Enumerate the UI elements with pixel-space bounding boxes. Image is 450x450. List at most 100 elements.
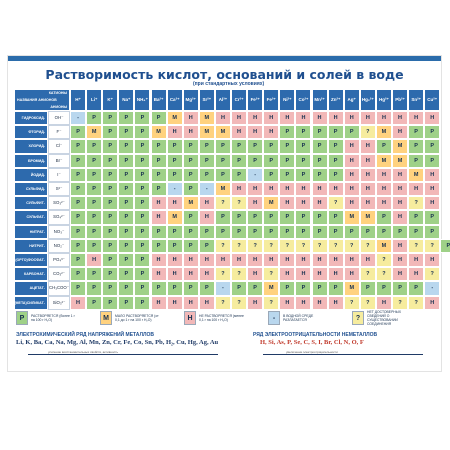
solubility-cell: Р: [102, 295, 119, 310]
solubility-cell: Н: [359, 153, 376, 168]
solubility-cell: Н: [311, 196, 328, 211]
solubility-cell: Р: [424, 139, 441, 154]
solubility-cell: ?: [359, 125, 376, 140]
solubility-cell: Р: [182, 281, 199, 296]
solubility-cell: Р: [102, 281, 119, 296]
solubility-cell: Р: [118, 238, 135, 253]
solubility-cell: Н: [247, 111, 264, 126]
cation-header: Fe²⁺: [247, 89, 264, 111]
solubility-cell: Р: [375, 210, 392, 225]
solubility-cell: ?: [279, 238, 296, 253]
anion-name: НИТРАТ-: [14, 224, 48, 239]
cation-header: Li⁺: [86, 89, 103, 111]
solubility-cell: Р: [247, 281, 264, 296]
solubility-cell: Р: [70, 153, 87, 168]
anion-name: КАРБОНАТ-: [14, 267, 48, 282]
solubility-cell: ?: [295, 238, 312, 253]
solubility-cell: ?: [247, 238, 264, 253]
solubility-cell: Р: [311, 224, 328, 239]
solubility-cell: М: [214, 182, 231, 197]
solubility-cell: Н: [343, 139, 360, 154]
solubility-cell: Р: [166, 238, 183, 253]
legend-item-decomposes: - В ВОДНОЙ СРЕДЕ РАЗЛАГАЕТСЯ: [268, 309, 329, 327]
cation-header: H⁺: [70, 89, 87, 111]
solubility-cell: Н: [424, 111, 441, 126]
solubility-cell: ?: [214, 196, 231, 211]
solubility-cell: Р: [70, 139, 87, 154]
solubility-cell: Р: [86, 182, 103, 197]
solubility-cell: Р: [311, 125, 328, 140]
solubility-cell: Р: [102, 210, 119, 225]
solubility-cell: М: [166, 111, 183, 126]
solubility-cell: Р: [359, 224, 376, 239]
solubility-cell: Р: [231, 210, 248, 225]
cation-header: Al³⁺: [214, 89, 231, 111]
solubility-cell: Р: [134, 210, 151, 225]
cation-header: Ca²⁺: [166, 89, 183, 111]
solubility-cell: ?: [311, 238, 328, 253]
solubility-cell: ?: [263, 267, 280, 282]
solubility-cell: Р: [327, 210, 344, 225]
solubility-cell: Р: [70, 267, 87, 282]
solubility-cell: Р: [70, 182, 87, 197]
solubility-cell: Н: [295, 196, 312, 211]
solubility-cell: Р: [231, 224, 248, 239]
solubility-cell: Н: [231, 253, 248, 268]
solubility-cell: Р: [214, 153, 231, 168]
solubility-cell: Н: [150, 196, 167, 211]
solubility-cell: Р: [279, 210, 296, 225]
solubility-cell: Н: [279, 253, 296, 268]
solubility-cell: Р: [134, 167, 151, 182]
solubility-cell: М: [343, 281, 360, 296]
solubility-cell: М: [214, 125, 231, 140]
solubility-cell: Н: [182, 253, 199, 268]
solubility-cell: Н: [311, 267, 328, 282]
solubility-cell: Н: [166, 125, 183, 140]
solubility-cell: Н: [359, 253, 376, 268]
solubility-cell: ?: [359, 238, 376, 253]
solubility-cell: Р: [247, 210, 264, 225]
solubility-cell: Р: [279, 139, 296, 154]
solubility-cell: Р: [424, 153, 441, 168]
solubility-cell: Р: [247, 139, 264, 154]
solubility-cell: Р: [182, 153, 199, 168]
solubility-cell: Р: [214, 139, 231, 154]
solubility-cell: Н: [359, 139, 376, 154]
corner-cations-label: КАТИОНЫ: [48, 91, 67, 95]
solubility-cell: Р: [86, 153, 103, 168]
solubility-cell: Н: [343, 167, 360, 182]
solubility-cell: Р: [327, 281, 344, 296]
solubility-cell: Р: [279, 125, 296, 140]
legend-item-insoluble: Н НЕ РАСТВОРЯЕТСЯ (менее 0,1 г на 100 г …: [184, 309, 245, 327]
solubility-cell: Н: [198, 253, 215, 268]
solubility-cell: -: [70, 111, 87, 126]
solubility-cell: Р: [327, 139, 344, 154]
solubility-cell: Р: [150, 281, 167, 296]
legend-text-decomposes: В ВОДНОЙ СРЕДЕ РАЗЛАГАЕТСЯ: [283, 314, 314, 322]
solubility-cell: Н: [150, 210, 167, 225]
solubility-cell: Р: [408, 210, 425, 225]
solubility-cell: Р: [392, 281, 409, 296]
anion-name: ЙОДИД-: [14, 167, 48, 182]
solubility-cell: ?: [408, 295, 425, 310]
solubility-cell: Н: [166, 295, 183, 310]
solubility-cell: М: [408, 167, 425, 182]
solubility-cell: Р: [166, 153, 183, 168]
solubility-cell: Н: [392, 210, 409, 225]
solubility-cell: Н: [343, 253, 360, 268]
solubility-cell: Н: [214, 111, 231, 126]
anion-formula: CO₃²⁻: [48, 267, 70, 282]
solubility-cell: Р: [295, 224, 312, 239]
solubility-cell: Н: [424, 196, 441, 211]
solubility-cell: Р: [263, 153, 280, 168]
solubility-cell: М: [392, 139, 409, 154]
legend-swatch-insoluble: Н: [184, 311, 196, 325]
cation-header: K⁺: [102, 89, 119, 111]
legend: Р РАСТВОРЯЕТСЯ (более 1 г на 100 г H₂O) …: [16, 309, 436, 327]
solubility-cell: Н: [263, 111, 280, 126]
solubility-cell: Р: [295, 139, 312, 154]
legend-text-insoluble: НЕ РАСТВОРЯЕТСЯ (менее 0,1 г на 100 г H₂…: [199, 314, 244, 322]
solubility-cell: Н: [231, 111, 248, 126]
solubility-cell: ?: [375, 267, 392, 282]
solubility-cell: ?: [327, 238, 344, 253]
